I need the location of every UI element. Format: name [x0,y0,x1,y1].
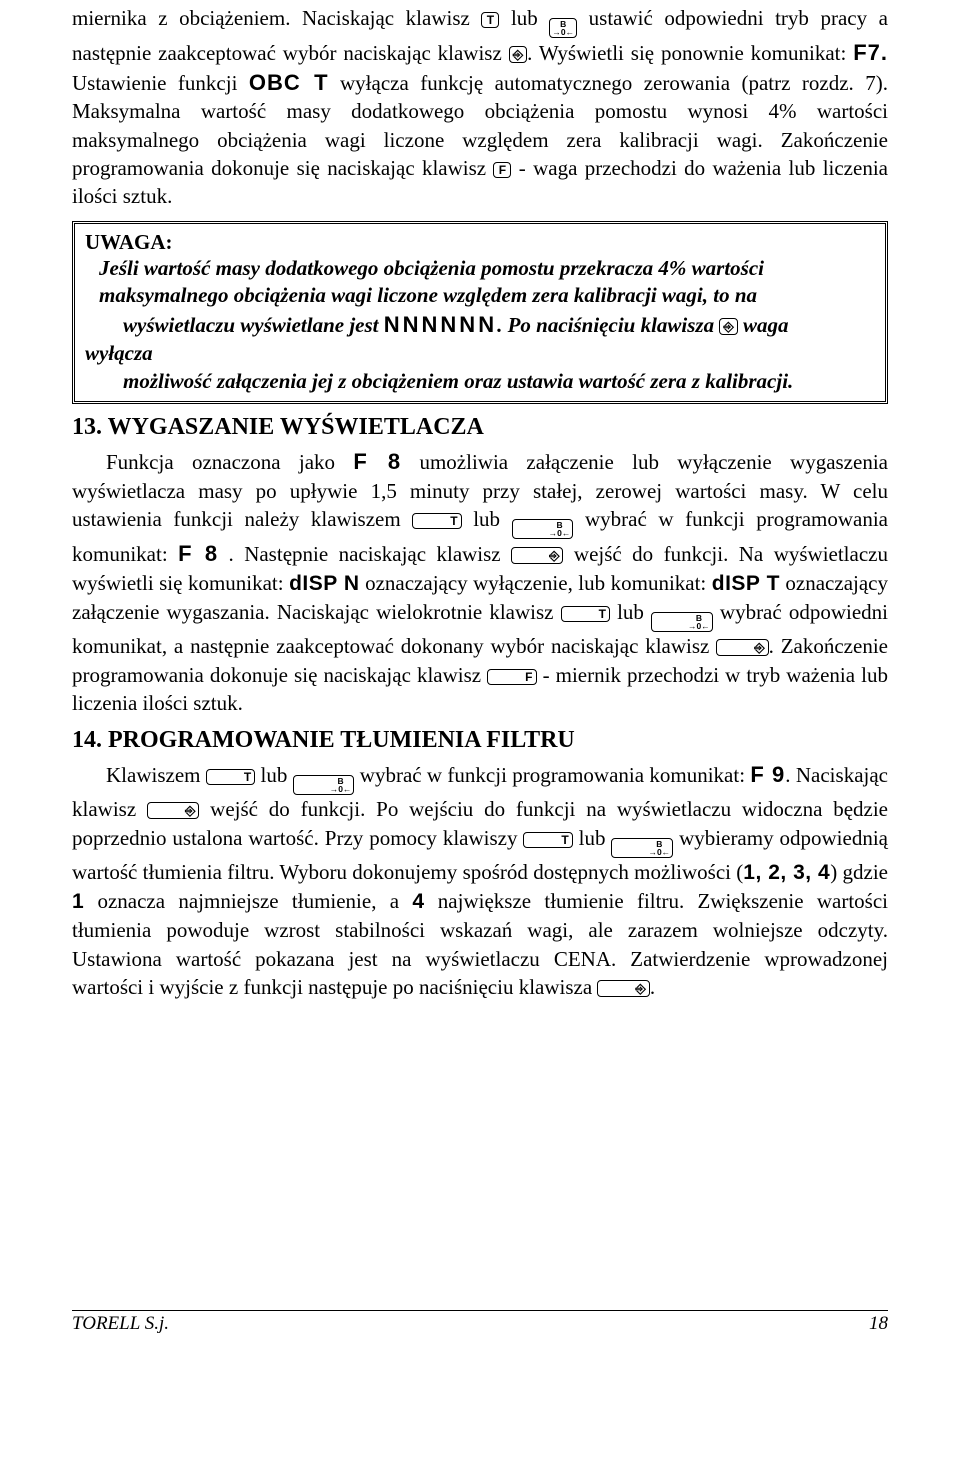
note-box: UWAGA: Jeśli wartość masy dodatkowego ob… [72,221,888,405]
spacer [72,1004,888,1284]
display-code: F 8 [178,541,218,566]
text: wybrać w funkcji programowania komunikat… [354,763,750,787]
key-b-zero-icon: B→0← [611,838,673,858]
key-enter-icon: ⎆ [511,547,563,564]
note-line: maksymalnego obciążenia wagi liczone wzg… [85,282,875,310]
key-b-zero-icon: B→0← [293,775,355,795]
key-t-icon: T [523,832,572,848]
display-code: dISP N [289,572,360,595]
display-code: NNNNNN [384,312,497,337]
display-code: OBC T [249,70,329,95]
text: lub [610,600,651,624]
key-t-icon: T [481,12,499,28]
display-code: 1 [72,890,84,913]
footer-left: TORELL S.j. [72,1313,169,1335]
key-t-icon: T [206,769,255,785]
display-code: F 8 [353,449,401,474]
text: oznacza najmniejsze tłumienie, a [84,889,412,913]
para-14: Klawiszem T lub B→0← wybrać w funkcji pr… [72,760,888,1001]
key-b-zero-icon: B→0← [549,18,577,38]
key-t-icon: T [561,606,610,622]
key-b-zero-icon: B→0← [512,519,574,539]
text: Funkcja oznaczona jako [106,450,353,474]
display-code: 4 [412,890,424,913]
text: lub [255,763,293,787]
note-title: UWAGA: [85,230,875,255]
note-line: wyłącza [85,340,875,368]
display-code: 1, 2, 3, 4 [743,861,830,884]
text: Ustawienie funkcji [72,71,249,95]
para-13: Funkcja oznaczona jako F 8 umożliwia zał… [72,447,888,717]
text: ) gdzie [830,860,888,884]
key-enter-icon: ⎆ [716,639,768,656]
text: lub [499,6,549,30]
text: oznaczający wyłączenie, lub komunikat: [360,571,712,595]
text: lub [462,507,512,531]
note-line: wyświetlaczu wyświetlane jest NNNNNN. Po… [85,310,875,340]
text: wyświetlaczu wyświetlane jest [123,313,384,337]
text: miernika z obciążeniem. Naciskając klawi… [72,6,481,30]
key-f-icon: F [487,669,536,685]
note-line: możliwość załączenia jej z obciążeniem o… [85,368,875,396]
key-enter-icon: ⎆ [509,46,527,63]
text: . Po naciśnięciu klawisza [497,313,719,337]
text: . Wyświetli się ponownie komunikat: [527,41,853,65]
text: Klawiszem [106,763,206,787]
para-intro: miernika z obciążeniem. Naciskając klawi… [72,4,888,211]
text: waga [738,313,789,337]
key-enter-icon: ⎆ [719,318,737,335]
document-page: miernika z obciążeniem. Naciskając klawi… [0,0,960,1479]
text: . Następnie naciskając klawisz [218,542,511,566]
display-code: F 9 [750,762,785,787]
note-line: Jeśli wartość masy dodatkowego obciążeni… [85,255,875,283]
footer-page-number: 18 [869,1313,888,1335]
heading-13: 13. WYGASZANIE WYŚWIETLACZA [72,414,888,441]
key-f-icon: F [493,162,511,178]
page-footer: TORELL S.j. 18 [72,1310,888,1335]
note-body: Jeśli wartość masy dodatkowego obciążeni… [85,255,875,396]
display-code: F7. [853,40,888,65]
text: lub [573,826,612,850]
text: . [650,975,655,999]
key-enter-icon: ⎆ [147,802,199,819]
key-b-zero-icon: B→0← [651,612,713,632]
heading-14: 14. PROGRAMOWANIE TŁUMIENIA FILTRU [72,727,888,754]
key-enter-icon: ⎆ [597,980,649,997]
key-t-icon: T [412,513,461,529]
display-code: dISP T [712,572,780,595]
